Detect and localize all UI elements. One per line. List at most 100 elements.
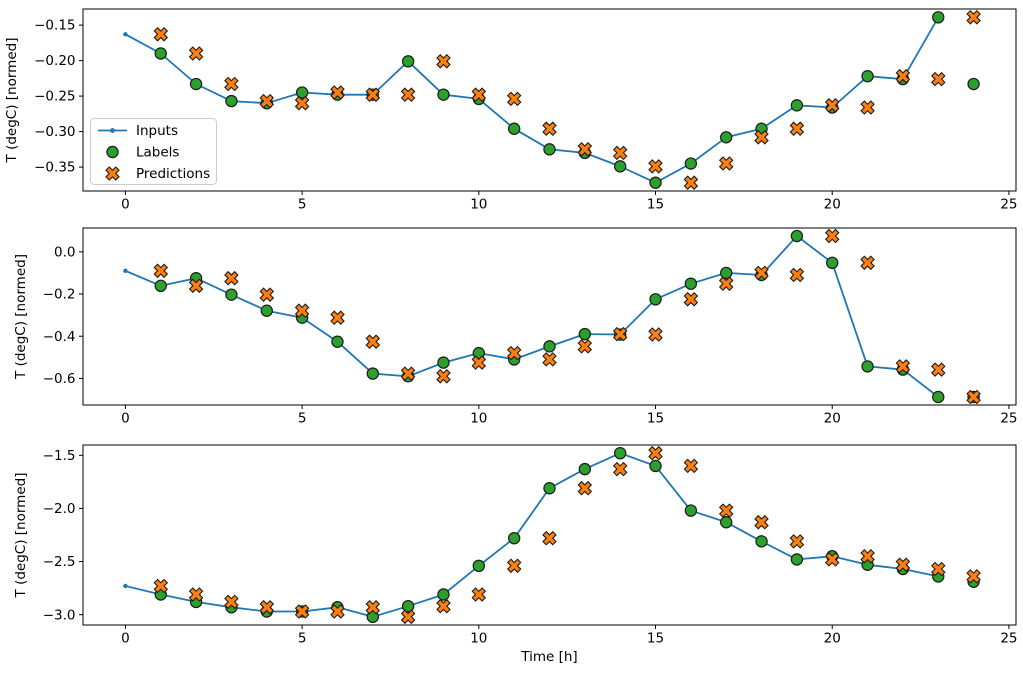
prediction-point	[365, 334, 381, 349]
legend-predictions-x-icon	[105, 166, 120, 181]
y-tick-label: −1.5	[43, 448, 76, 464]
prediction-point	[895, 557, 911, 573]
label-point	[967, 77, 980, 91]
prediction-point	[365, 87, 381, 102]
prediction-point	[330, 85, 345, 100]
x-tick-label: 0	[121, 411, 130, 427]
y-tick-label: −0.20	[34, 53, 75, 69]
label-point	[437, 356, 450, 369]
y-tick-label: −0.2	[43, 287, 76, 303]
prediction-point	[542, 121, 557, 136]
label-point	[790, 553, 804, 566]
label-point	[437, 88, 450, 101]
legend-item-label: Labels	[136, 145, 179, 161]
label-point	[543, 143, 556, 156]
x-tick-label: 10	[470, 197, 487, 213]
label-point	[472, 559, 486, 573]
prediction-point	[860, 100, 875, 115]
label-point	[826, 256, 839, 270]
prediction-point	[188, 46, 204, 61]
prediction-point	[824, 98, 840, 113]
x-tick-label: 10	[470, 411, 487, 427]
prediction-point	[506, 91, 522, 107]
x-tick-label: 25	[1000, 411, 1017, 427]
prediction-point	[895, 359, 911, 374]
x-tick-label: 0	[121, 631, 130, 647]
label-point	[613, 160, 627, 173]
prediction-point	[471, 355, 487, 370]
input-point	[123, 583, 128, 589]
axes-frame	[82, 8, 1017, 192]
axis-ticks: 0 5 10 15 20 25 −0.15 −0.20 −0.25 −0.30 −0.35	[34, 18, 1017, 213]
prediction-point	[436, 54, 451, 69]
label-point	[260, 304, 273, 317]
prediction-point	[153, 27, 169, 42]
x-tick-label: 15	[647, 631, 664, 647]
label-point	[401, 55, 415, 68]
label-point	[932, 390, 945, 404]
label-point	[331, 335, 344, 348]
prediction-point	[718, 156, 734, 171]
prediction-point	[966, 10, 981, 25]
prediction-point	[542, 352, 557, 367]
prediction-point	[330, 310, 345, 325]
prediction-point	[931, 71, 946, 87]
labels-markers	[154, 229, 980, 404]
prediction-point	[259, 600, 275, 615]
label-point	[720, 131, 733, 144]
prediction-point	[895, 68, 911, 84]
label-point	[401, 599, 415, 613]
prediction-point	[824, 228, 840, 244]
label-point	[649, 459, 662, 473]
prediction-point	[683, 175, 699, 190]
label-point	[684, 157, 698, 170]
axes-frame	[82, 227, 1017, 406]
label-point	[543, 482, 556, 495]
prediction-point	[294, 95, 310, 111]
subplot-3: 0 5 10 15 20 25 −1.5 −2.0 −2.5 −3.0 T (degC) [norm…	[13, 444, 1018, 665]
y-tick-label: −0.25	[34, 89, 75, 105]
label-point	[154, 279, 167, 293]
prediction-point	[612, 461, 628, 477]
label-point	[543, 340, 556, 353]
label-point	[649, 176, 662, 189]
y-tick-label: −0.6	[43, 371, 76, 387]
label-point	[295, 86, 309, 99]
prediction-point	[294, 303, 310, 318]
y-tick-label: −0.30	[34, 124, 75, 140]
prediction-point	[294, 604, 310, 619]
y-tick-label: −2.0	[43, 501, 76, 517]
label-point	[720, 516, 733, 529]
prediction-point	[400, 609, 416, 625]
prediction-point	[789, 121, 805, 136]
x-tick-label: 5	[298, 411, 307, 427]
legend-item-label: Predictions	[136, 166, 210, 182]
prediction-point	[153, 263, 169, 279]
prediction-point	[648, 445, 663, 461]
input-point	[123, 32, 128, 37]
x-tick-label: 10	[470, 631, 487, 647]
prediction-point	[577, 480, 593, 496]
input-point	[123, 268, 128, 274]
prediction-point	[188, 587, 204, 602]
prediction-point	[506, 345, 522, 361]
prediction-point	[330, 604, 345, 619]
y-tick-label: −0.35	[34, 160, 75, 176]
y-axis-label: T (degC) [normed]	[13, 254, 29, 380]
subplot-1: 0 5 10 15 20 25 −0.15 −0.20 −0.25 −0.30 −0.35 T (de…	[4, 8, 1018, 213]
x-tick-label: 0	[121, 197, 130, 213]
prediction-point	[153, 578, 169, 594]
y-axis-label: T (degC) [normed]	[4, 38, 20, 164]
prediction-point	[471, 587, 487, 602]
prediction-point	[471, 87, 487, 102]
y-tick-label: −3.0	[43, 607, 76, 623]
label-point	[578, 327, 592, 341]
prediction-point	[577, 339, 593, 354]
axis-ticks: 0 5 10 15 20 25 −1.5 −2.0 −2.5 −3.0	[43, 448, 1018, 647]
prediction-point	[612, 145, 628, 161]
y-tick-label: −2.5	[43, 554, 76, 570]
prediction-point	[400, 366, 416, 381]
prediction-point	[259, 93, 275, 109]
prediction-point	[931, 561, 946, 577]
